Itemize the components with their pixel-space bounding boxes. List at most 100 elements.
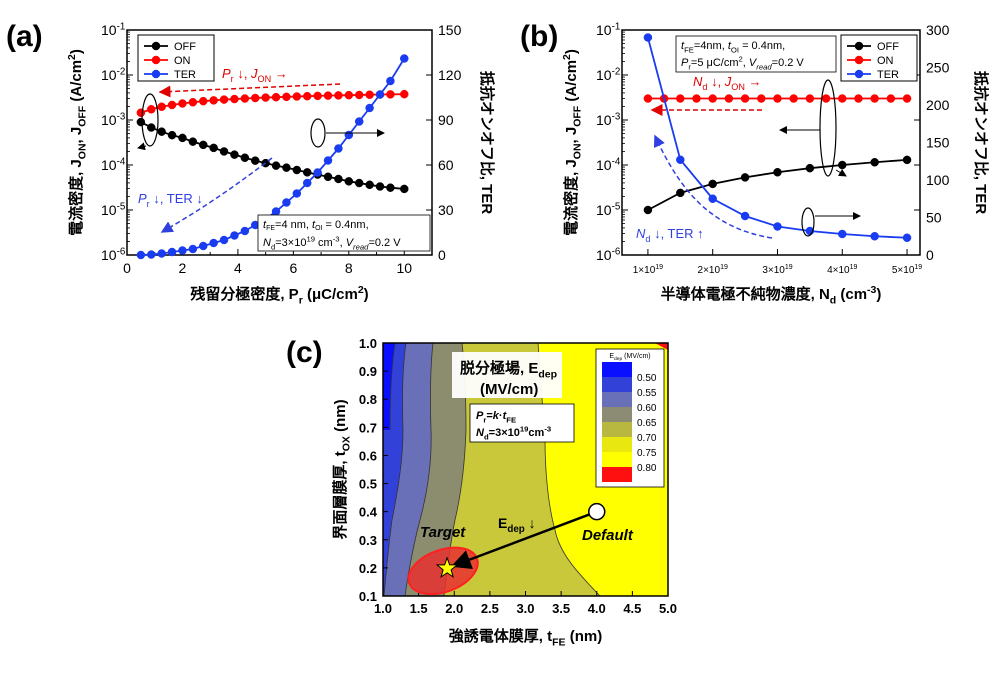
colorbar-level-label: 0.60 (637, 403, 657, 414)
text-span: -3 (117, 111, 126, 122)
text-span: P (138, 191, 147, 206)
text-span: (nm) (566, 628, 603, 645)
text-span: 10 (596, 202, 612, 218)
data-point-on (302, 91, 312, 101)
text-span: (nm) (332, 399, 349, 436)
text-span: E (609, 353, 614, 360)
data-point-on (147, 105, 156, 114)
x-tick-label: 3.5 (552, 601, 570, 616)
data-point-off (344, 177, 354, 186)
colorbar-swatch (602, 377, 632, 392)
colorbar-swatch (602, 437, 632, 452)
data-point-on (209, 96, 218, 105)
colorbar-level-label: 0.65 (637, 418, 657, 429)
target-star-icon (435, 556, 459, 579)
legend-marker (151, 69, 161, 79)
colorbar-swatch (602, 422, 632, 437)
x-tick-label: 3.0 (516, 601, 534, 616)
x-tick-label: 1×1019 (633, 264, 663, 276)
text-span: 19 (306, 235, 315, 244)
legend-marker (854, 41, 864, 51)
data-point-ter (157, 249, 166, 258)
axis-indicator-ellipse (141, 93, 159, 147)
data-point-ter (282, 198, 291, 207)
data-point-on (838, 94, 847, 103)
conditions-line2: Pr=5 μC/cm2, Vread=0.2 V (681, 55, 804, 72)
data-point-on (250, 93, 260, 103)
y-tick-label: 0.6 (359, 448, 377, 463)
data-point-off (167, 130, 177, 140)
text-span: 半導体電極不純物濃度, N (661, 285, 830, 303)
legend-marker (151, 55, 161, 65)
text-span: 2 (358, 284, 364, 296)
data-point-ter (375, 90, 385, 99)
text-span: d (484, 432, 489, 441)
legend-marker (854, 69, 864, 79)
text-span: 10 (101, 247, 117, 263)
text-span: , (743, 57, 749, 69)
x-tick-label: 4.5 (623, 601, 641, 616)
y-left-tick-label: 10-3 (101, 111, 126, 128)
y-right-tick-label: 150 (438, 22, 462, 38)
colorbar-swatch (602, 467, 632, 482)
text-span: -5 (612, 201, 621, 212)
data-point-ter (838, 229, 847, 239)
data-point-on (692, 94, 701, 103)
x-tick-label: 5.0 (659, 601, 677, 616)
conditions-line1: tFE=4nm, tOI = 0.4nm, (681, 40, 785, 54)
data-point-ter (708, 194, 717, 203)
text-span: OFF (572, 105, 584, 127)
text-span: 強誘電体膜厚, t (449, 627, 552, 645)
data-point-off (805, 163, 815, 173)
text-span: FE (552, 637, 565, 649)
panel-c-overlay: 1.0 1.5 2.0 2.5 3.0 3.5 4.0 4.5 5.0 0.1 0.2 0.3 0.4 0… (331, 336, 677, 649)
data-point-off (292, 165, 302, 175)
data-point-off (375, 182, 385, 191)
text-span: , J (563, 127, 580, 144)
y-left-tick-label: 10-4 (596, 156, 621, 173)
text-span: read (756, 62, 772, 71)
data-point-on (219, 95, 229, 104)
x-tick-label: 10 (396, 260, 412, 276)
text-span: 1×10 (633, 265, 656, 276)
y-axis-label: 界面層膜厚, tOX (nm) (331, 399, 353, 539)
x-tick-label: 4.0 (588, 601, 606, 616)
data-point-off (740, 173, 750, 182)
panel-a-label: (a) (6, 20, 43, 53)
legend-marker (854, 55, 864, 65)
default-point (588, 502, 606, 521)
text-span: r (231, 74, 234, 84)
axis-indicator-ellipse (801, 207, 815, 237)
data-point-off (250, 156, 260, 165)
y-tick-label: 0.2 (359, 561, 377, 576)
text-span: 界面層膜厚, t (331, 451, 349, 539)
data-point-on (282, 92, 291, 102)
text-span: dep (614, 356, 622, 362)
text-span: ↓, TER ↓ (150, 191, 203, 206)
text-span: r (147, 199, 150, 209)
text-span: ) (364, 286, 369, 303)
data-point-off (240, 153, 250, 162)
data-point-off (870, 158, 879, 167)
data-point-off (902, 155, 912, 165)
y-tick-label: 1.0 (359, 336, 377, 351)
text-span: -4 (117, 156, 126, 167)
data-point-ter (136, 250, 146, 260)
text-span: r (483, 415, 486, 424)
data-point-on (323, 91, 333, 100)
text-span: 150 (438, 22, 462, 38)
data-point-off (708, 179, 717, 189)
axis-indicator-arrow (137, 142, 147, 151)
y-left-tick-label: 10-6 (101, 246, 126, 263)
data-point-ter (344, 130, 354, 140)
data-point-on (199, 96, 208, 106)
data-point-on (334, 91, 343, 100)
title-box (452, 352, 562, 398)
data-point-ter (292, 189, 302, 198)
text-span: dep (538, 369, 557, 381)
data-point-ter (386, 76, 395, 86)
text-span: 10 (596, 247, 612, 263)
panel-b: (b) (520, 20, 558, 53)
text-span: 3×10 (762, 265, 785, 276)
